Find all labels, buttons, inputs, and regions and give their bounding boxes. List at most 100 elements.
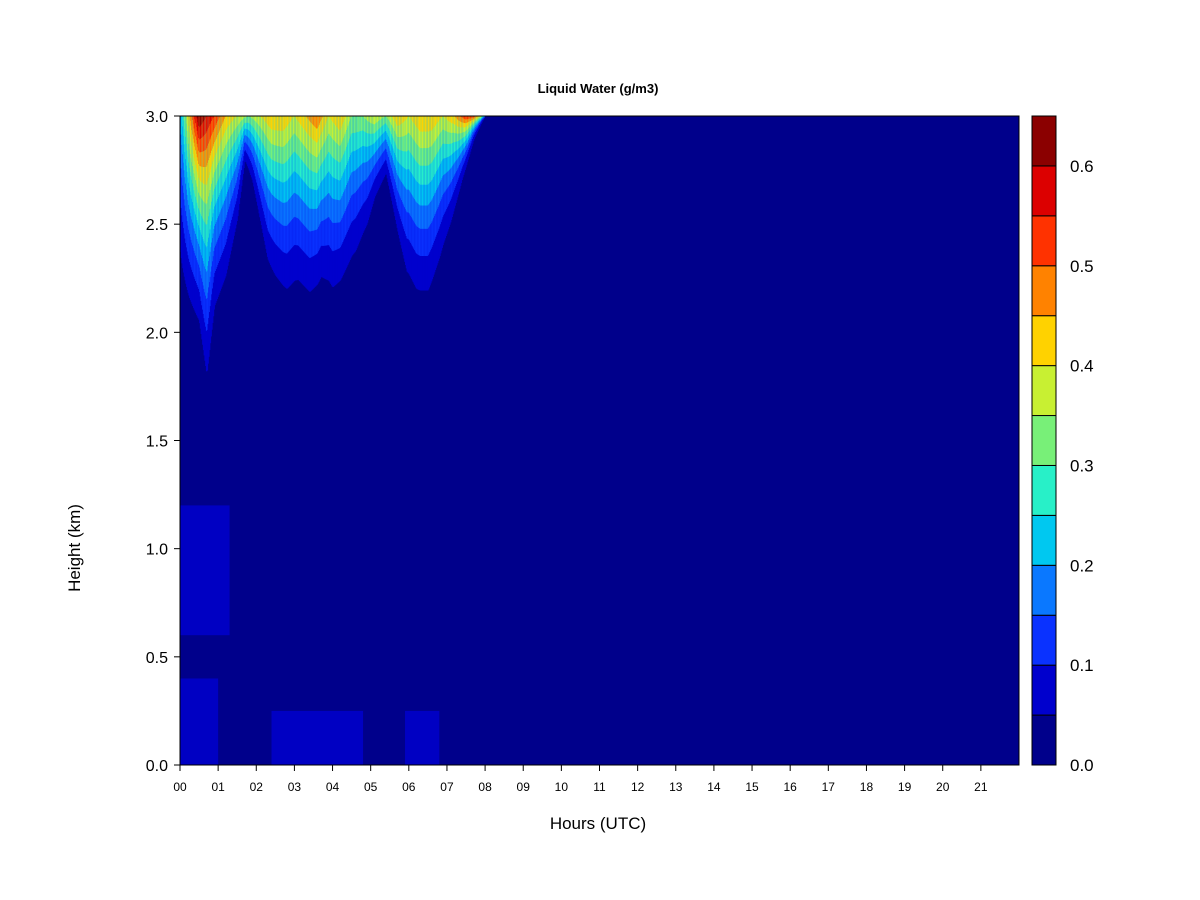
lwc-band [369,116,372,134]
lwc-band [420,116,422,149]
lwc-band [396,116,398,137]
lwc-band [350,116,353,135]
lwc-band [277,116,279,146]
lwc-band [362,116,364,147]
lwc-band [327,116,329,136]
colorbar-bin [1031,415,1057,466]
lwc-band [236,116,238,128]
lwc-band [320,116,322,136]
lwc-band [232,116,234,121]
lwc-band [355,116,357,133]
lwc-band [334,116,337,142]
lwc-band [303,116,305,146]
lwc-band [263,116,266,133]
lwc-band [248,116,251,123]
lwc-band [286,116,288,128]
lwc-band [372,116,374,124]
lwc-band [203,116,205,136]
lwc-band [374,116,376,125]
lwc-band [398,116,401,138]
lwc-band [448,116,450,133]
lwc-band [305,116,307,148]
lwc-band [471,116,473,121]
lwc-band [274,116,276,146]
lwc-band [331,116,334,121]
lwc-band [253,116,255,128]
lwc-band [428,116,431,132]
lwc-band [281,116,283,132]
lwc-band [376,116,378,123]
lwc-band [397,116,399,127]
lwc-band [422,116,424,149]
lwc-band [371,116,373,124]
lwc-band [401,116,404,137]
lwc-band [186,116,189,151]
lwc-band [184,116,186,153]
lwc-band [227,116,229,142]
lwc-band [459,116,461,122]
lwc-band [211,116,213,121]
lwc-band [347,116,349,128]
lwc-band [210,116,212,138]
lwc-band [413,116,415,123]
lwc-band [302,116,305,128]
lwc-band [443,116,446,118]
lwc-band [212,116,215,119]
lwc-band [318,116,320,127]
lwc-band [474,116,476,119]
x-tick-label: 06 [402,780,416,794]
lwc-band [330,116,332,119]
lwc-band [395,116,397,133]
lwc-band [379,116,381,121]
lwc-band [304,116,306,147]
x-tick-label: 00 [173,780,187,794]
lwc-band [249,116,251,124]
lwc-band [327,116,330,153]
lwc-band [369,116,371,123]
lwc-band [267,116,270,140]
lwc-band [284,116,286,146]
lwc-band [401,116,403,137]
lwc-band [391,116,393,125]
lwc-band [462,116,465,119]
x-tick-label: 14 [707,780,721,794]
lwc-band [452,116,454,124]
lwc-band [460,116,463,122]
lwc-band [294,116,296,134]
lwc-band [301,116,303,126]
lwc-band [359,116,361,149]
lwc-band [343,116,345,123]
lwc-band [382,116,385,118]
lwc-band [376,116,379,131]
lwc-band [192,116,194,120]
lwc-band [341,116,344,142]
lwc-band [209,116,212,125]
lwc-band [339,116,341,146]
lwc-band [472,116,475,120]
lwc-band [316,116,318,129]
lwc-band [413,116,415,140]
x-tick-label: 21 [974,780,988,794]
x-tick-label: 15 [745,780,759,794]
lwc-band [334,116,337,125]
lwc-band [414,116,417,126]
lwc-band [316,116,318,143]
lwc-band [337,116,340,129]
lwc-band [233,116,235,132]
lwc-band [451,116,453,124]
lwc-band [231,116,234,122]
lwc-band [331,116,333,120]
lwc-band [346,116,348,130]
lwc-band [381,116,383,127]
lwc-band [279,116,281,131]
lwc-band [202,116,205,123]
lwc-band [321,116,324,133]
lwc-band [263,116,265,120]
lwc-band [452,116,454,133]
lwc-band [360,116,362,148]
lwc-band [241,116,244,120]
lwc-band [426,116,428,149]
lwc-band [475,116,477,118]
colorbar-bin [1031,614,1057,666]
